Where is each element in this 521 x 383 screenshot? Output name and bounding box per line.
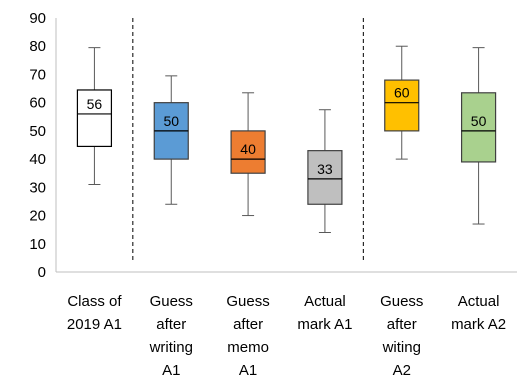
category-label-line: witing <box>382 339 421 356</box>
category-label: Guess after writing A1 <box>149 293 193 379</box>
median-data-label: 33 <box>317 161 333 177</box>
median-data-label: 56 <box>87 96 103 112</box>
y-tick-label: 90 <box>29 10 46 27</box>
y-axis: 0 10 20 30 40 50 60 70 80 90 <box>29 10 517 281</box>
category-label-line: mark A1 <box>297 316 352 333</box>
group-dividers <box>132 18 364 260</box>
box-3: 40 <box>230 92 266 217</box>
box-4: 33 <box>307 109 343 233</box>
category-label-line: after <box>233 316 263 333</box>
category-label-line: Class of <box>67 293 122 310</box>
category-label-line: mark A2 <box>451 316 506 333</box>
box-iqr <box>230 130 266 174</box>
box-2: 50 <box>153 75 189 205</box>
box-iqr <box>460 92 497 163</box>
category-label: Guess after memo A1 <box>226 293 269 379</box>
category-label-line: after <box>156 316 186 333</box>
category-label-line: memo <box>227 339 269 356</box>
median-data-label: 50 <box>471 113 487 129</box>
category-labels: Class of 2019 A1 Guess after writing A1 Guess a… <box>67 293 506 379</box>
median-data-label: 40 <box>240 141 256 157</box>
category-label-line: Guess <box>150 293 193 310</box>
y-tick-label: 10 <box>29 236 46 253</box>
y-tick-label: 30 <box>29 179 46 196</box>
box-series: 56 50 40 33 60 50 <box>76 45 497 233</box>
y-tick-label: 60 <box>29 95 46 112</box>
category-label-line: 2019 A1 <box>67 316 122 333</box>
median-data-label: 50 <box>163 113 179 129</box>
y-tick-label: 20 <box>29 208 46 225</box>
category-label-line: after <box>387 316 417 333</box>
y-tick-label: 50 <box>29 123 46 140</box>
y-tick-label: 40 <box>29 151 46 168</box>
box-5: 60 <box>384 45 420 160</box>
box-iqr <box>76 89 113 148</box>
category-label-line: A1 <box>162 362 180 379</box>
category-label-line: Guess <box>226 293 269 310</box>
category-label-line: writing <box>149 339 193 356</box>
category-label: Guess after witing A2 <box>380 293 423 379</box>
y-tick-label: 80 <box>29 38 46 55</box>
category-label-line: A1 <box>239 362 257 379</box>
median-data-label: 60 <box>394 85 410 101</box>
box-iqr <box>307 150 343 205</box>
category-label: Class of 2019 A1 <box>67 293 122 333</box>
category-label-line: A2 <box>393 362 411 379</box>
box-1: 56 <box>76 47 113 186</box>
y-tick-label: 70 <box>29 66 46 83</box>
y-tick-label: 0 <box>38 264 46 281</box>
category-label-line: Actual <box>458 293 500 310</box>
box-iqr <box>384 79 420 132</box>
category-label: Actual mark A1 <box>297 293 352 333</box>
category-label-line: Guess <box>380 293 423 310</box>
category-label: Actual mark A2 <box>451 293 506 333</box>
box-6: 50 <box>460 47 497 225</box>
category-label-line: Actual <box>304 293 346 310</box>
